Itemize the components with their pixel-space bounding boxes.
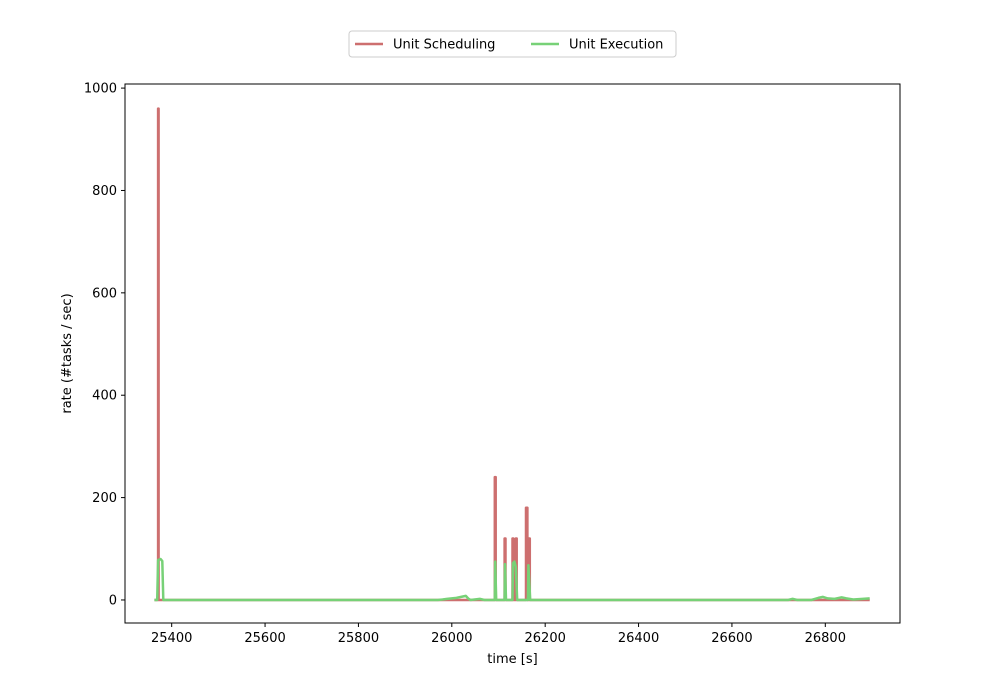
y-axis-ticks: 0 200 400 600 800 1000 (84, 82, 125, 608)
y-tick-label: 800 (92, 184, 117, 199)
x-tick-label: 26600 (711, 631, 752, 646)
x-tick-label: 26000 (431, 631, 472, 646)
y-axis-label: rate (#tasks / sec) (60, 293, 75, 413)
series-layer (154, 107, 870, 602)
legend: Unit Scheduling Unit Execution (348, 30, 677, 58)
y-tick-label: 0 (109, 593, 117, 608)
series-line-unit-execution (154, 557, 870, 602)
legend-label-unit-scheduling: Unit Scheduling (393, 38, 495, 53)
x-tick-label: 25600 (244, 631, 285, 646)
x-tick-label: 25400 (151, 631, 192, 646)
x-tick-label: 26200 (525, 631, 566, 646)
x-tick-label: 26400 (618, 631, 659, 646)
y-tick-label: 400 (92, 389, 117, 404)
legend-label-unit-execution: Unit Execution (569, 38, 663, 53)
plot-area (124, 83, 901, 624)
y-tick-label: 600 (92, 286, 117, 301)
y-tick-label: 1000 (84, 82, 117, 97)
y-tick-label: 200 (92, 491, 117, 506)
x-tick-label: 25800 (338, 631, 379, 646)
x-tick-label: 26800 (805, 631, 846, 646)
x-axis-ticks: 25400 25600 25800 26000 26200 26400 26600 26800 (151, 623, 846, 646)
legend-box (348, 30, 677, 58)
x-axis-label: time [s] (487, 652, 537, 667)
